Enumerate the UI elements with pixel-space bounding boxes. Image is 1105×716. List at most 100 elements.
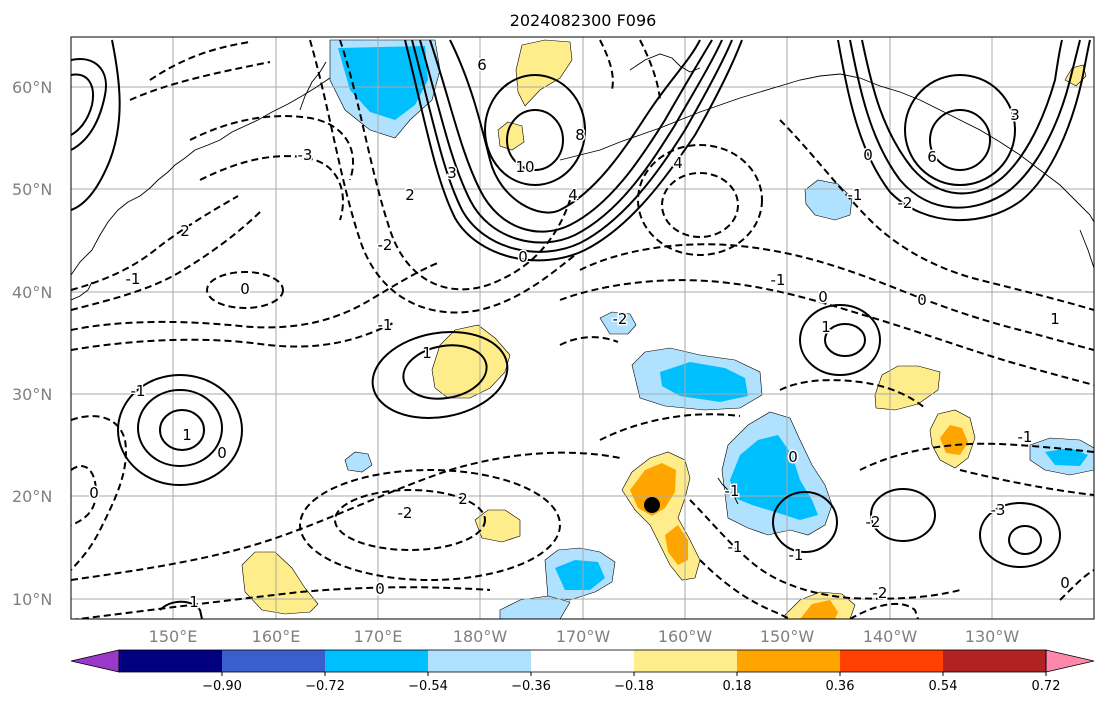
colorbar-segment — [531, 650, 635, 672]
positive-anomaly-fills — [241, 39, 1087, 619]
fill-positive-moderate — [800, 600, 838, 619]
colorbar-segment — [428, 650, 532, 672]
contour-value-label: 0 — [518, 248, 528, 266]
contour-value-label: 10 — [515, 158, 534, 176]
colorbar-segment — [119, 650, 223, 672]
contour-line — [429, 39, 713, 233]
colorbar-segment — [634, 650, 738, 672]
contour-value-label: 0 — [375, 580, 385, 598]
longitude-axis-labels: 150°E 160°E 170°E 180°W 170°W 160°W 150°… — [149, 627, 1020, 646]
contour-line — [559, 336, 619, 346]
contour-line — [779, 119, 1094, 311]
contour-line — [137, 389, 223, 467]
fill-positive-moderate — [940, 425, 968, 455]
fill-negative-weak — [804, 179, 853, 221]
fill-negative-moderate — [660, 362, 748, 402]
contour-value-label: 0 — [818, 288, 828, 306]
fill-positive-weak — [474, 509, 521, 543]
contour-line — [861, 39, 1063, 195]
colorbar-tick-label: −0.54 — [408, 679, 448, 694]
contour-value-label: 0 — [788, 448, 798, 466]
contour-value-label: 0 — [89, 484, 99, 502]
contour-value-label: -2 — [898, 194, 913, 212]
contour-line — [599, 413, 741, 441]
contour-line — [599, 39, 661, 101]
contour-value-label: 2 — [405, 186, 415, 204]
contour-value-label: 3 — [1010, 106, 1020, 124]
contour-value-label: 2 — [458, 490, 468, 508]
contour-line — [859, 442, 1094, 471]
contour-value-label: -2 — [866, 513, 881, 531]
contour-value-label: -3 — [298, 146, 313, 164]
colorbar-segment — [943, 650, 1047, 672]
lon-label-170w: 170°W — [556, 627, 611, 646]
fill-positive-weak — [497, 121, 525, 151]
contour-value-label: 1 — [1050, 310, 1060, 328]
contour-line — [506, 109, 564, 171]
contour-line — [870, 488, 936, 542]
lon-label-150e: 150°E — [149, 627, 198, 646]
contour-value-label: 6 — [927, 148, 937, 166]
lon-label-180w: 180°W — [453, 627, 508, 646]
colorbar-tick-label: 0.18 — [723, 679, 752, 694]
contour-value-label: -1 — [378, 316, 393, 334]
contour-value-label: 4 — [673, 154, 683, 172]
asia-coastline — [71, 77, 331, 276]
contour-line — [419, 39, 723, 244]
colorbar-tick-label: −0.72 — [305, 679, 345, 694]
contour-value-label: 0 — [217, 444, 227, 462]
figure-title: 2024082300 F096 — [510, 11, 657, 30]
contour-value-label: -2 — [873, 584, 888, 602]
contour-line — [484, 74, 586, 186]
alaska-aleutian-coastline — [559, 73, 1094, 223]
contour-line — [579, 243, 1094, 351]
contour-line — [904, 74, 1016, 186]
contour-line — [979, 502, 1061, 568]
contour-line — [661, 172, 739, 238]
contour-line — [824, 323, 866, 357]
contour-line — [199, 155, 344, 221]
contour-value-label: -1 — [728, 538, 743, 556]
lat-label-40n: 40°N — [12, 283, 52, 302]
kamchatka-coastline — [299, 61, 327, 111]
contour-line — [837, 39, 1091, 222]
contour-line — [71, 209, 263, 311]
lon-label-150w: 150°W — [760, 627, 815, 646]
contour-line — [206, 271, 284, 309]
lat-label-20n: 20°N — [12, 487, 52, 506]
map-frame — [70, 36, 1095, 620]
colorbar-segment — [325, 650, 429, 672]
latitude-axis-labels: 60°N 50°N 40°N 30°N 20°N 10°N — [12, 78, 52, 609]
contour-value-label: -1 — [131, 382, 146, 400]
contour-value-label: 0 — [863, 146, 873, 164]
contour-value-label: 1 — [182, 426, 192, 444]
contour-value-label: 0 — [1060, 574, 1070, 592]
contour-line — [71, 73, 94, 136]
colorbar-outline — [118, 649, 1047, 673]
fill-negative-weak — [499, 595, 571, 619]
contour-line — [1059, 569, 1094, 601]
map-content — [71, 37, 1094, 619]
contour-line — [71, 465, 98, 526]
colorbar-tick-label: 0.36 — [826, 679, 855, 694]
contour-line — [772, 491, 838, 553]
contour-value-label: -2 — [613, 310, 628, 328]
lat-label-10n: 10°N — [12, 590, 52, 609]
contour-line — [559, 279, 1094, 386]
negative-contours — [71, 39, 1094, 619]
contour-line — [189, 115, 355, 181]
contour-line — [71, 195, 239, 291]
contour-value-label: 8 — [575, 126, 585, 144]
contour-line — [1008, 525, 1042, 555]
colorbar: −0.90 −0.72 −0.54 −0.36 −0.18 0.18 0.36 0.54 0.7… — [70, 649, 1095, 694]
contour-line — [402, 344, 488, 400]
contour-value-label: -2 — [378, 236, 393, 254]
contour-line — [299, 469, 561, 581]
contour-line — [637, 144, 763, 256]
colorbar-extend-low — [70, 649, 120, 673]
contour-value-label: -1 — [771, 271, 786, 289]
colorbar-tick-label: −0.90 — [202, 679, 242, 694]
contour-value-label: 3 — [447, 164, 457, 182]
contour-value-label: 4 — [568, 186, 578, 204]
